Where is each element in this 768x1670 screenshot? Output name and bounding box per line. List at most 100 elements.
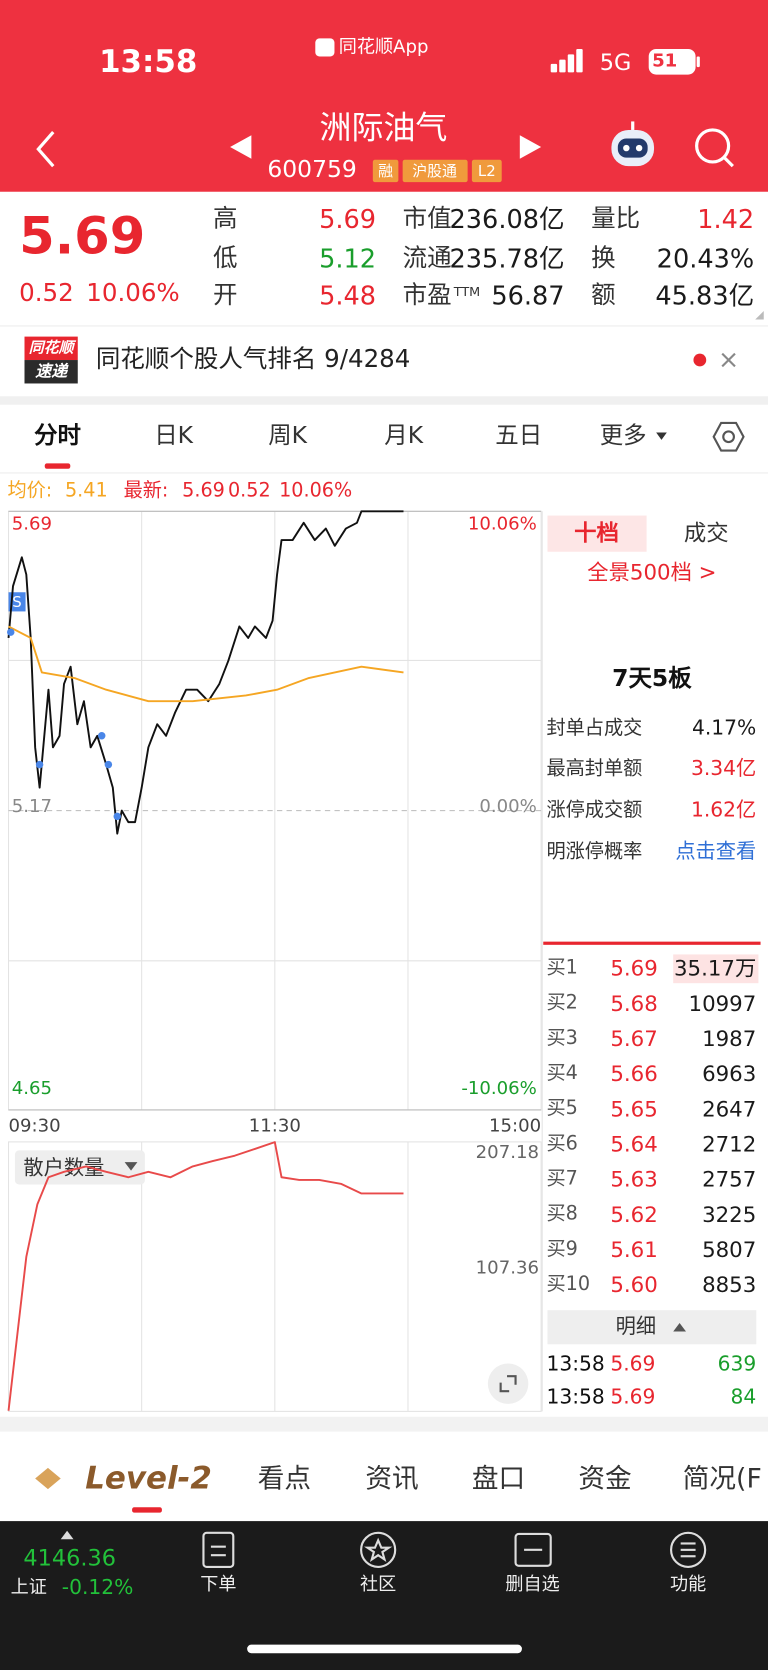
- logo-text: 同花顺: [28, 339, 74, 357]
- footer-button[interactable]: 删自选: [505, 1573, 560, 1596]
- bottom-tab[interactable]: 资金: [578, 1463, 632, 1494]
- level2-tab[interactable]: Level-2: [85, 1459, 212, 1497]
- streak: 7天5板: [612, 665, 692, 693]
- avg-label: 均价:: [7, 479, 53, 502]
- stat-value: 235.78亿: [449, 243, 565, 274]
- bid-volume: 2712: [702, 1131, 757, 1157]
- bid-volume: 1987: [702, 1025, 757, 1052]
- bid-price: 5.64: [610, 1131, 658, 1157]
- stat-value: 4.17%: [691, 716, 757, 740]
- stat-label: 量比: [591, 205, 641, 233]
- stat-value: 3.34亿: [690, 756, 757, 781]
- trade-time: 13:58: [546, 1385, 605, 1409]
- dropdown-arrow: [124, 1162, 138, 1171]
- expand-button[interactable]: [487, 1363, 529, 1404]
- stock-tag: 沪股通: [412, 162, 457, 181]
- bid-level: 买5: [546, 1097, 578, 1120]
- settings-icon[interactable]: [712, 421, 745, 452]
- back-button[interactable]: [36, 131, 55, 168]
- side-tab[interactable]: 成交: [683, 520, 729, 546]
- change: 0.52: [19, 279, 74, 308]
- logo-text: 速递: [35, 361, 68, 381]
- latest-value: 5.69: [182, 479, 225, 502]
- bid-volume: 35.17万: [673, 955, 757, 982]
- footer-icons: [202, 1531, 707, 1568]
- prev-stock[interactable]: [230, 135, 252, 159]
- separator: [0, 396, 768, 405]
- stat-label: 流通: [402, 244, 452, 273]
- robot-icon[interactable]: [611, 121, 655, 167]
- separator: [0, 1416, 768, 1432]
- stat-label: 换: [591, 244, 616, 273]
- footer-button[interactable]: 社区: [360, 1573, 397, 1596]
- bid-volume: 2647: [702, 1096, 757, 1122]
- stat-label: 额: [591, 281, 616, 310]
- clock: 13:58: [99, 43, 198, 80]
- stat-value: 1.62亿: [690, 798, 757, 822]
- detail-label[interactable]: 明细: [615, 1314, 657, 1339]
- tab[interactable]: 更多: [599, 422, 647, 450]
- bid-price: 5.60: [610, 1271, 658, 1298]
- y-tick-label: 207.18: [476, 1142, 539, 1163]
- stat-value: 1.42: [697, 204, 755, 235]
- index-arrow: [60, 1530, 74, 1540]
- bottom-tab[interactable]: 资讯: [365, 1463, 419, 1494]
- y-tick-label: 4.65: [12, 1078, 52, 1099]
- trade-volume: 84: [730, 1385, 757, 1409]
- trade-time: 13:58: [546, 1352, 605, 1376]
- stat-value: 5.12: [319, 243, 377, 274]
- stat-label: 封单占成交: [546, 716, 643, 740]
- bid-price: 5.63: [610, 1166, 658, 1192]
- signal-point: [35, 760, 44, 769]
- app-icon: [315, 38, 335, 57]
- y2-tick-label: 0.00%: [479, 796, 536, 817]
- stat-label: 市值: [402, 205, 452, 233]
- stat-value: 56.87: [491, 281, 565, 312]
- full-depth-link[interactable]: 全景500档 >: [587, 559, 717, 585]
- home-indicator: [247, 1644, 522, 1654]
- detail-bar[interactable]: [547, 1310, 757, 1345]
- close-button[interactable]: [721, 352, 736, 368]
- battery-tip: [696, 56, 700, 68]
- footer-button[interactable]: 功能: [670, 1573, 707, 1596]
- bid-level: 买10: [546, 1272, 591, 1296]
- line-series: [7, 510, 404, 835]
- signal-point: [104, 760, 113, 769]
- y-tick-label: 5.69: [12, 514, 52, 535]
- footer-button[interactable]: 下单: [200, 1573, 237, 1596]
- avg-value: 5.41: [64, 479, 108, 502]
- bid-volume: 8853: [702, 1271, 757, 1298]
- stat-label: 最高封单额: [546, 757, 643, 780]
- stat-value: 236.08亿: [449, 204, 565, 235]
- bid-level: 买4: [546, 1062, 578, 1085]
- tab[interactable]: 周K: [268, 422, 308, 450]
- next-stock[interactable]: [519, 135, 542, 159]
- bottom-tab[interactable]: 盘口: [471, 1463, 526, 1494]
- stock-code: 600759: [267, 156, 357, 184]
- level2-icon: [35, 1467, 61, 1490]
- price: 5.69: [19, 206, 146, 267]
- bottom-tab[interactable]: 看点: [257, 1463, 312, 1494]
- change-pct: 10.06%: [86, 279, 180, 308]
- y-tick-label: 107.36: [476, 1258, 539, 1279]
- tab[interactable]: 日K: [154, 422, 194, 450]
- search-icon[interactable]: [695, 128, 734, 168]
- tab-indicator: [44, 463, 71, 469]
- tab[interactable]: 分时: [34, 422, 81, 450]
- stat-value[interactable]: 点击查看: [675, 839, 757, 864]
- bid-price: 5.62: [610, 1201, 658, 1228]
- latest-change: 0.52: [227, 479, 271, 502]
- bottom-tab[interactable]: 简况(F: [682, 1463, 762, 1494]
- stat-label: 明涨停概率: [546, 840, 643, 863]
- bid-price: 5.66: [610, 1060, 658, 1087]
- red-dot: [693, 353, 707, 367]
- stock-name: 洲际油气: [319, 109, 448, 147]
- side-tab[interactable]: 十档: [574, 520, 619, 546]
- bid-level: 买3: [546, 1026, 578, 1050]
- tab[interactable]: 月K: [384, 422, 424, 450]
- bid-price: 5.67: [610, 1025, 658, 1052]
- banner-text[interactable]: 同花顺个股人气排名 9/4284: [95, 345, 411, 374]
- tab[interactable]: 五日: [495, 422, 543, 450]
- y2-tick-label: -10.06%: [461, 1078, 537, 1099]
